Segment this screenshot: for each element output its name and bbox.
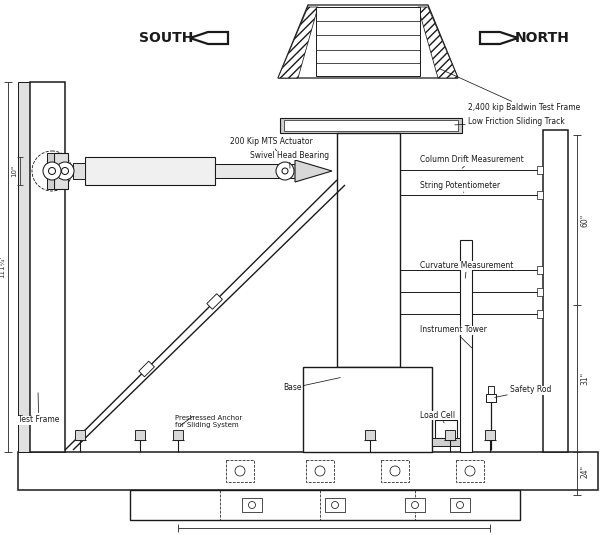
Polygon shape (418, 7, 458, 78)
Circle shape (248, 501, 256, 508)
Bar (325, 498, 345, 512)
Bar (306, 460, 334, 482)
Bar (488, 386, 494, 394)
Bar (365, 430, 375, 440)
Circle shape (43, 162, 61, 180)
Circle shape (465, 466, 475, 476)
Bar (337, 133, 400, 367)
Bar (215, 164, 295, 178)
Text: 60": 60" (581, 213, 590, 227)
Bar (30, 82, 65, 452)
Bar (130, 490, 520, 520)
Text: Base: Base (283, 378, 340, 393)
Circle shape (315, 466, 325, 476)
Bar (537, 191, 543, 199)
Text: String Potentiometer: String Potentiometer (420, 180, 500, 193)
Bar (381, 460, 409, 482)
Bar (485, 430, 495, 440)
Text: SOUTH: SOUTH (139, 31, 193, 45)
Bar (207, 294, 223, 309)
Circle shape (235, 466, 245, 476)
Text: Test Frame: Test Frame (18, 393, 59, 424)
Bar (85, 157, 215, 185)
Text: Load Cell: Load Cell (420, 410, 455, 423)
Circle shape (332, 501, 338, 508)
Bar (435, 420, 457, 438)
Bar (18, 82, 30, 452)
Bar (75, 430, 85, 440)
Bar (456, 460, 484, 482)
Bar (460, 240, 472, 452)
Circle shape (48, 167, 56, 174)
Text: 111¼': 111¼' (0, 256, 5, 278)
Bar (284, 120, 458, 131)
Text: Swivel Head Bearing: Swivel Head Bearing (250, 150, 329, 168)
Text: 200 Kip MTS Actuator: 200 Kip MTS Actuator (230, 137, 313, 155)
FancyArrow shape (190, 32, 228, 44)
Bar (486, 394, 496, 402)
Text: NORTH: NORTH (514, 31, 569, 45)
Text: 2,400 kip Baldwin Test Frame: 2,400 kip Baldwin Test Frame (441, 69, 581, 111)
Bar (139, 361, 154, 377)
Text: 24": 24" (581, 464, 590, 478)
Bar (537, 288, 543, 296)
Bar (242, 498, 262, 512)
Bar (226, 460, 254, 482)
Bar (543, 130, 568, 452)
Circle shape (276, 162, 294, 180)
Bar (316, 7, 420, 76)
Bar (173, 430, 183, 440)
Circle shape (390, 466, 400, 476)
Polygon shape (278, 7, 318, 78)
Bar (405, 498, 425, 512)
Bar (450, 498, 470, 512)
Circle shape (61, 167, 69, 174)
Bar (73, 163, 85, 179)
Text: Curvature Measurement: Curvature Measurement (420, 261, 513, 278)
Circle shape (457, 501, 463, 508)
Circle shape (282, 168, 288, 174)
Bar (432, 438, 460, 446)
Text: Instrument Tower: Instrument Tower (420, 325, 487, 348)
Bar (537, 166, 543, 174)
Text: Low Friction Sliding Track: Low Friction Sliding Track (455, 118, 565, 126)
Polygon shape (278, 5, 458, 78)
Bar (18, 452, 598, 490)
Bar (303, 367, 432, 452)
Circle shape (411, 501, 419, 508)
Bar (54, 153, 68, 189)
Text: Prestressed Anchor
for Sliding System: Prestressed Anchor for Sliding System (175, 415, 242, 428)
Bar (47, 153, 54, 189)
Bar (280, 118, 462, 133)
Text: 31": 31" (581, 372, 590, 385)
Bar (537, 266, 543, 274)
Bar (445, 430, 455, 440)
Text: 10": 10" (11, 165, 17, 177)
Bar (135, 430, 145, 440)
Polygon shape (295, 160, 332, 182)
Text: Safety Rod: Safety Rod (495, 386, 551, 398)
Circle shape (56, 162, 74, 180)
Text: Column Drift Measurement: Column Drift Measurement (420, 156, 524, 168)
Bar (537, 310, 543, 318)
FancyArrow shape (480, 32, 518, 44)
